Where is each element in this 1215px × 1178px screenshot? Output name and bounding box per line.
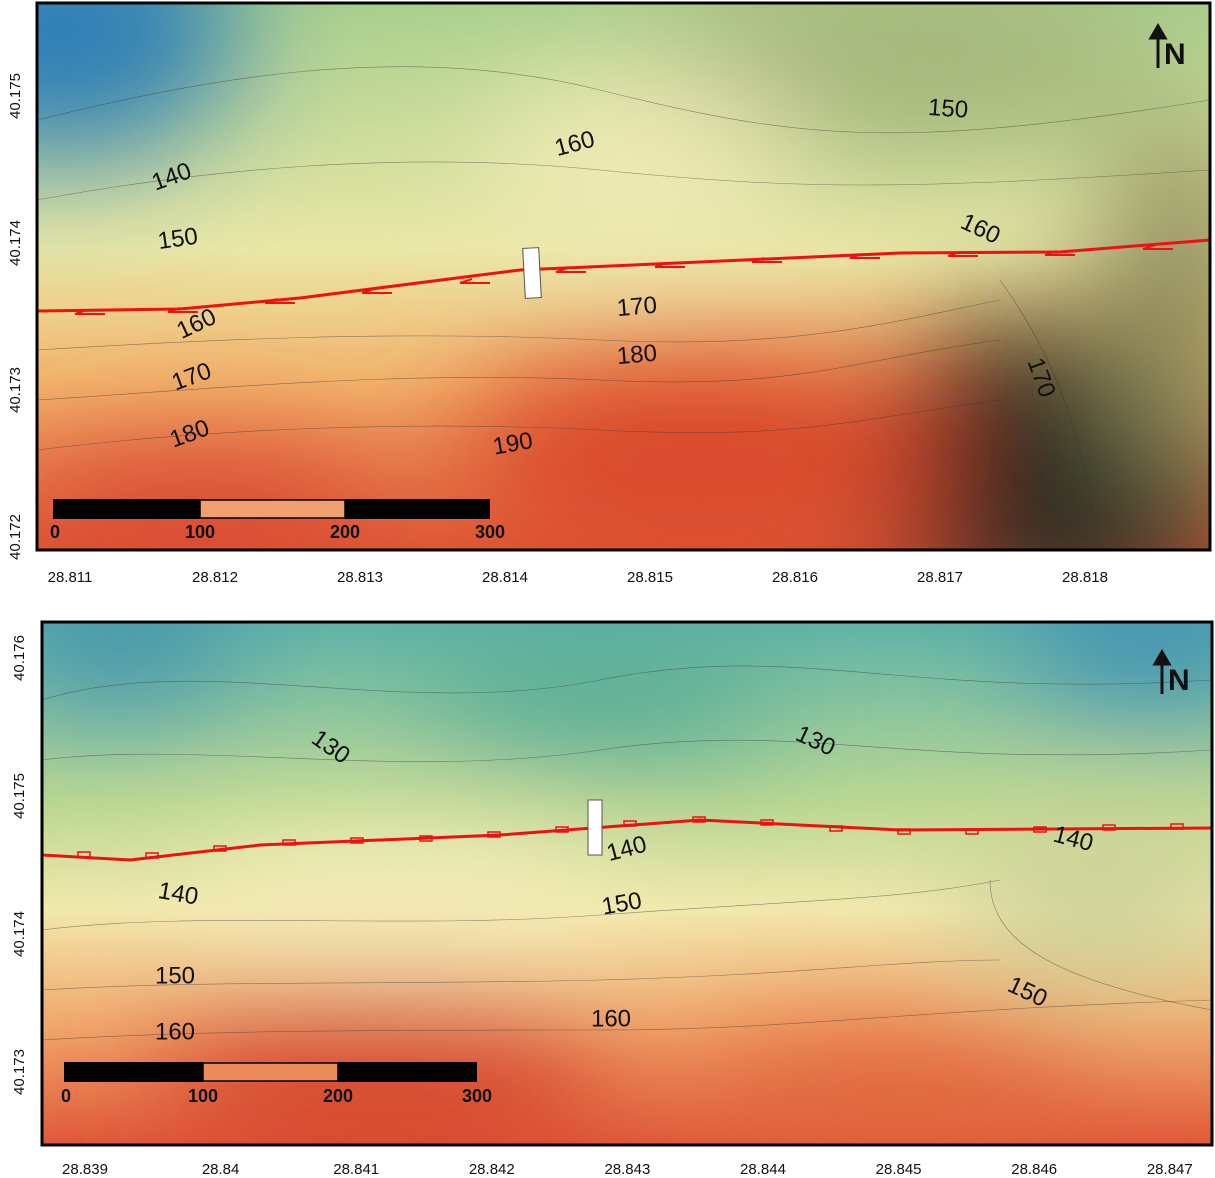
contour-label: 180 xyxy=(616,340,658,370)
y-tick-label: 40.174 xyxy=(7,220,24,266)
x-tick-label: 28.813 xyxy=(337,569,383,586)
x-tick-label: 28.84 xyxy=(202,1161,240,1178)
scale-bar-label: 100 xyxy=(188,1086,218,1106)
contour-label: 170 xyxy=(616,292,658,322)
y-tick-label: 40.173 xyxy=(7,367,24,413)
x-tick-label: 28.817 xyxy=(917,569,963,586)
scale-bar xyxy=(64,1062,477,1082)
scale-bar-label: 300 xyxy=(462,1086,492,1106)
x-tick-label: 28.841 xyxy=(333,1161,379,1178)
contour-label: 150 xyxy=(927,94,969,124)
north-label: N xyxy=(1164,38,1186,71)
contour-label: 160 xyxy=(591,1005,631,1032)
x-tick-label: 28.811 xyxy=(48,569,93,586)
x-tick-label: 28.845 xyxy=(876,1161,922,1178)
x-tick-label: 28.815 xyxy=(627,569,673,586)
north-label: N xyxy=(1168,664,1190,697)
x-tick-label: 28.843 xyxy=(604,1161,650,1178)
x-tick-label: 28.818 xyxy=(1062,569,1108,586)
map-panel-2: 130 130 140 140 140 150 150 160 160 150 … xyxy=(0,580,1215,1160)
scale-bar-label: 200 xyxy=(330,522,360,542)
contour-label: 150 xyxy=(156,223,199,255)
x-tick-label: 28.812 xyxy=(192,569,238,586)
x-tick-label: 28.816 xyxy=(772,569,818,586)
figure: 140 150 160 150 160 170 180 160 170 180 … xyxy=(0,0,1215,1178)
x-tick-label: 28.847 xyxy=(1147,1161,1193,1178)
contour-label: 160 xyxy=(155,1018,195,1045)
x-tick-label: 28.844 xyxy=(740,1161,786,1178)
y-tick-label: 40.175 xyxy=(11,773,28,819)
y-tick-label: 40.174 xyxy=(11,911,28,957)
x-tick-label: 28.814 xyxy=(482,569,528,586)
scale-bar xyxy=(53,499,490,519)
scale-bar-label: 200 xyxy=(323,1086,353,1106)
contour-label: 150 xyxy=(155,962,195,989)
scale-bar-label: 300 xyxy=(475,522,505,542)
scale-bar-label: 0 xyxy=(50,522,60,542)
scale-bar-label: 0 xyxy=(61,1086,71,1106)
y-tick-label: 40.176 xyxy=(11,635,28,681)
y-tick-label: 40.175 xyxy=(7,73,24,119)
x-tick-label: 28.842 xyxy=(469,1161,515,1178)
scale-bar-label: 100 xyxy=(185,522,215,542)
y-tick-label: 40.173 xyxy=(11,1049,28,1095)
x-tick-label: 28.846 xyxy=(1011,1161,1057,1178)
y-tick-label: 40.172 xyxy=(7,514,24,560)
x-tick-label: 28.839 xyxy=(62,1161,108,1178)
map-panel-1: 140 150 160 150 160 170 180 160 170 180 … xyxy=(0,0,1215,620)
